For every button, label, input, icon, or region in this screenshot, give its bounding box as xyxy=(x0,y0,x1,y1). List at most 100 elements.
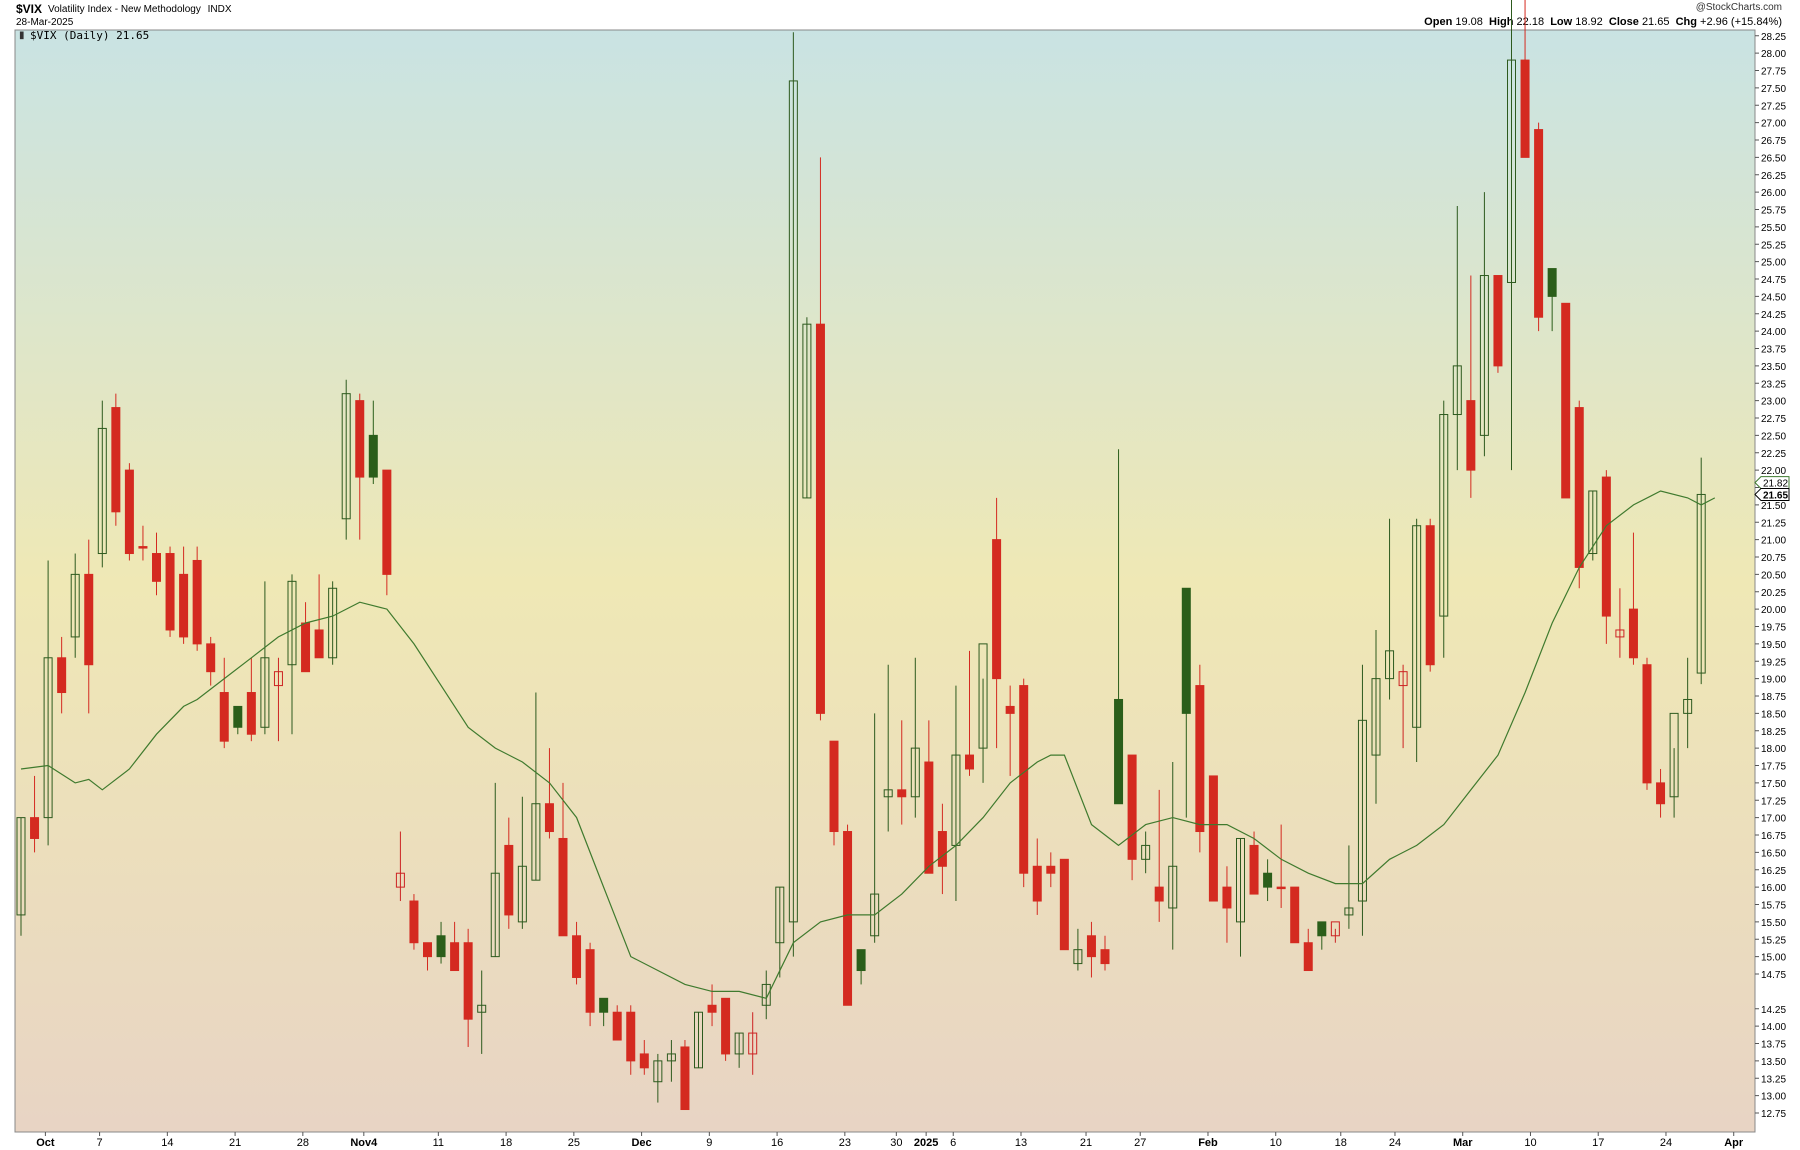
y-tick-label: 16.00 xyxy=(1761,883,1786,894)
candle xyxy=(1534,122,1544,332)
y-tick-label: 24.25 xyxy=(1761,310,1786,321)
y-tick-label: 19.25 xyxy=(1761,657,1786,668)
y-tick-label: 25.50 xyxy=(1761,223,1786,234)
candle-body xyxy=(57,657,67,694)
candle xyxy=(450,921,460,972)
candle-body xyxy=(152,553,161,582)
y-tick-label: 24.00 xyxy=(1761,327,1786,338)
x-tick-label: 21 xyxy=(229,1137,241,1149)
y-tick-label: 28.25 xyxy=(1761,32,1786,43)
candle xyxy=(70,553,80,658)
candle-body xyxy=(1344,907,1354,916)
candle-body xyxy=(666,1053,676,1062)
symbol-title: $VIX xyxy=(16,2,43,16)
y-tick-label: 19.75 xyxy=(1761,623,1786,634)
y-tick-label: 13.00 xyxy=(1761,1092,1786,1103)
candle-body xyxy=(694,1011,703,1069)
candle xyxy=(937,803,947,895)
x-tick-label: 27 xyxy=(1134,1137,1146,1149)
y-tick-label: 27.00 xyxy=(1761,119,1786,130)
y-tick-label: 17.75 xyxy=(1761,762,1786,773)
candle-body xyxy=(1520,59,1530,158)
y-tick-label: 16.75 xyxy=(1761,831,1786,842)
candle-body xyxy=(626,1011,636,1062)
candle xyxy=(16,817,26,936)
candle-body xyxy=(1236,837,1245,923)
candle xyxy=(815,157,825,721)
y-tick-label: 18.00 xyxy=(1761,744,1786,755)
candle-body xyxy=(1046,865,1056,874)
candle xyxy=(355,393,365,540)
candle xyxy=(1520,0,1530,158)
candle-body xyxy=(1385,650,1395,680)
candle xyxy=(1615,588,1625,658)
description-text: Volatility Index - New Methodology xyxy=(48,4,201,15)
y-tick-label: 14.00 xyxy=(1761,1022,1786,1033)
candle xyxy=(233,705,243,735)
candle-body xyxy=(856,949,866,972)
candle-body xyxy=(70,573,80,638)
candle xyxy=(761,970,771,1020)
candle-body xyxy=(409,900,419,944)
candle xyxy=(978,643,988,783)
candle xyxy=(653,1053,663,1103)
candle xyxy=(1005,685,1015,776)
candle-body xyxy=(1195,685,1205,833)
candle-body xyxy=(273,671,283,687)
candle xyxy=(1208,775,1218,902)
candle-body xyxy=(531,803,541,881)
y-tick-label: 13.75 xyxy=(1761,1040,1786,1051)
x-tick-label: 30 xyxy=(890,1137,902,1149)
candle-body xyxy=(1141,844,1151,860)
x-tick-label: Mar xyxy=(1453,1137,1473,1149)
candle xyxy=(1452,206,1462,471)
candle xyxy=(409,894,419,950)
x-tick-label: 11 xyxy=(433,1137,444,1149)
candle xyxy=(423,942,432,971)
candle-body xyxy=(246,692,256,735)
candle-body xyxy=(1222,886,1232,909)
candle xyxy=(1303,928,1313,972)
y-tick-label: 26.25 xyxy=(1761,171,1786,182)
candle-body xyxy=(1073,949,1083,965)
y-tick-label: 13.25 xyxy=(1761,1074,1786,1085)
candle xyxy=(1412,518,1422,763)
candle-body xyxy=(815,323,825,714)
candle-body xyxy=(1425,525,1435,666)
y-tick-label: 23.25 xyxy=(1761,379,1786,390)
candle-body xyxy=(206,643,216,673)
x-tick-label: 17 xyxy=(1592,1137,1604,1149)
candle xyxy=(572,921,582,985)
candle-body xyxy=(1439,414,1449,617)
candle xyxy=(1696,457,1706,685)
x-tick-label: 21 xyxy=(1080,1137,1092,1149)
candle-body xyxy=(1398,671,1408,687)
y-axis: 28.25 28.00 27.75 27.50 27.25 27.00 26.75 26.50… xyxy=(1755,32,1786,1120)
candle xyxy=(1493,275,1503,373)
candle-body xyxy=(1628,608,1638,659)
candle-body xyxy=(937,831,947,867)
candle-body xyxy=(843,831,853,1006)
candle xyxy=(1425,518,1435,672)
candle xyxy=(924,720,934,874)
candle-body xyxy=(1547,268,1557,297)
x-tick-label: 18 xyxy=(500,1137,512,1149)
candle xyxy=(1100,935,1110,971)
candle-body xyxy=(138,546,148,549)
candle-body xyxy=(301,622,311,673)
y-tick-label: 23.50 xyxy=(1761,362,1786,373)
candle xyxy=(1019,678,1029,888)
candle xyxy=(436,921,446,964)
candle-body xyxy=(1276,886,1286,890)
candle-body xyxy=(1114,698,1124,805)
y-tick-label: 18.25 xyxy=(1761,727,1786,738)
candle-body xyxy=(585,949,595,1013)
candle-body xyxy=(97,427,107,555)
candle xyxy=(1168,762,1178,950)
candle xyxy=(1249,831,1259,895)
y-tick-label: 17.00 xyxy=(1761,814,1786,825)
candle xyxy=(788,32,798,957)
candle-body xyxy=(111,407,121,513)
candle xyxy=(1507,0,1516,471)
